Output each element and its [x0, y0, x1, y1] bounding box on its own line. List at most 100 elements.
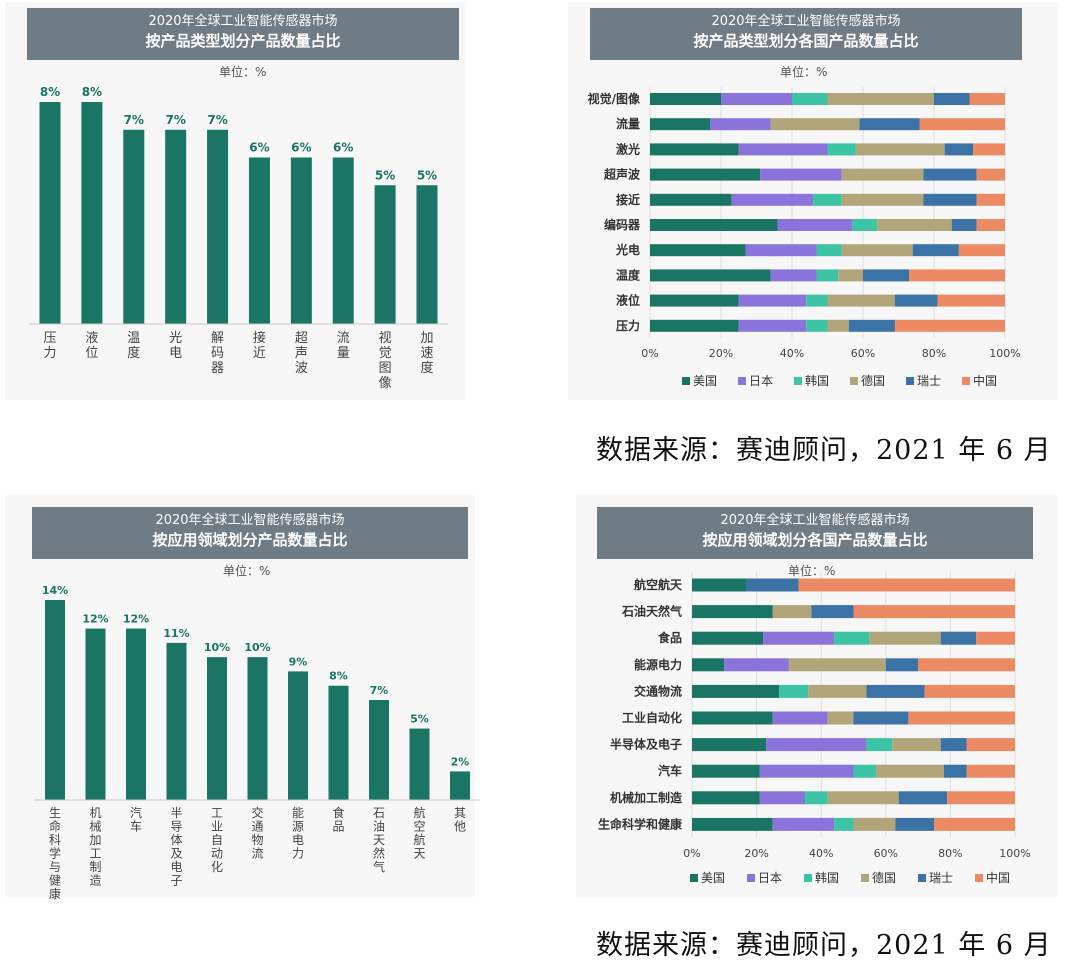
- category-label: 接近: [253, 330, 266, 361]
- bar-segment: [650, 143, 739, 156]
- bar-segment: [940, 738, 967, 752]
- chart-subtitle: 按产品类型划分各国产品数量占比: [693, 32, 919, 50]
- category-label: 交通物流: [251, 805, 263, 861]
- bar-segment: [766, 738, 867, 752]
- bar-segment: [724, 658, 789, 672]
- bar-segment: [852, 219, 878, 231]
- category-label: 航空航天: [634, 577, 683, 592]
- category-label: 机械加工制造: [89, 806, 101, 888]
- bar: [126, 628, 146, 800]
- bar-segment: [943, 764, 967, 778]
- category-label: 交通物流: [634, 683, 682, 698]
- bar: [248, 157, 270, 324]
- data-label: 8%: [329, 670, 348, 683]
- bar: [369, 700, 389, 800]
- bar: [123, 129, 145, 324]
- bar-segment: [650, 118, 711, 131]
- bar-segment: [650, 294, 739, 307]
- legend-label: 瑞士: [929, 871, 953, 885]
- chart-title: 2020年全球工业智能传感器市场: [155, 513, 345, 528]
- bar: [45, 600, 65, 800]
- data-label: 11%: [163, 627, 189, 640]
- chart-title-box: 2020年全球工业智能传感器市场 按应用领域划分产品数量占比: [32, 507, 468, 559]
- chart-panel-product-type: 2020年全球工业智能传感器市场 按产品类型划分产品数量占比 单位：% 8% 压力…: [5, 2, 465, 400]
- data-label: 6%: [291, 141, 311, 155]
- bar-segment: [811, 605, 854, 619]
- data-label: 12%: [123, 613, 149, 626]
- bar-segment: [841, 193, 924, 206]
- bar-segment: [924, 684, 1015, 698]
- category-label: 生命科学与健康: [49, 806, 61, 901]
- bar-segment: [770, 118, 860, 131]
- bar: [328, 685, 349, 800]
- bar: [288, 671, 308, 800]
- bar-segment: [779, 684, 809, 698]
- bar-segment: [692, 711, 773, 725]
- bar-segment: [759, 791, 806, 805]
- bar-segment: [827, 791, 899, 805]
- legend-swatch: [794, 377, 802, 385]
- x-tick-label: 40%: [780, 347, 804, 360]
- bar: [166, 642, 187, 800]
- bar-segment: [976, 168, 1005, 181]
- bar-segment: [958, 244, 1005, 257]
- bar-segment: [947, 791, 1015, 805]
- bar-segment: [808, 684, 867, 698]
- bar-segment: [806, 319, 828, 332]
- bar-segment: [692, 764, 760, 778]
- bar-segment: [792, 93, 828, 105]
- category-label: 解码器: [211, 331, 224, 376]
- bar-segment: [650, 269, 771, 282]
- category-label: 工业自动化: [622, 710, 682, 725]
- legend-label: 美国: [701, 871, 725, 885]
- x-tick-label: 0%: [641, 347, 658, 360]
- category-label: 接近: [616, 192, 640, 207]
- bar-segment: [951, 219, 977, 231]
- category-label: 汽车: [658, 763, 682, 778]
- bar-segment: [944, 143, 974, 156]
- bar-segment: [866, 738, 893, 752]
- category-label: 液位: [85, 331, 98, 361]
- legend-swatch: [918, 874, 926, 882]
- data-label: 14%: [42, 584, 68, 597]
- legend-swatch: [747, 874, 755, 882]
- unit-label: 单位：%: [223, 564, 271, 578]
- bar: [290, 157, 312, 324]
- bar-segment: [876, 764, 944, 778]
- bar-segment: [805, 791, 828, 805]
- category-label: 超声波: [603, 167, 641, 182]
- bar-segment: [692, 791, 760, 805]
- chart-panel-application-country: 2020年全球工业智能传感器市场 按应用领域划分各国产品数量占比 单位：% 0%…: [576, 495, 1058, 897]
- stacked-bar-chart-product-type: 0% 20% 40% 60% 80% 100% 视觉/图像流量激光超声波接近编码器光电温度液…: [588, 87, 1021, 388]
- chart-subtitle: 按应用领域划分各国产品数量占比: [702, 531, 928, 549]
- bar-segment: [772, 605, 812, 619]
- bar-segment: [816, 269, 839, 282]
- bar-segment: [853, 817, 896, 831]
- category-label: 食品: [657, 630, 682, 645]
- bar-segment: [813, 193, 842, 206]
- bar-segment: [827, 294, 895, 307]
- category-label: 编码器: [603, 217, 641, 232]
- category-label: 液位: [616, 293, 640, 308]
- bar-segment: [692, 605, 773, 619]
- x-tick-label: 20%: [709, 347, 733, 360]
- bar-segment: [650, 219, 778, 231]
- bar: [207, 657, 227, 800]
- bar-segment: [908, 711, 1015, 725]
- bar-segment: [894, 294, 938, 307]
- category-label: 生命科学和健康: [598, 816, 683, 831]
- bar-segment: [745, 244, 817, 257]
- data-label: 7%: [207, 113, 227, 127]
- data-source-note: 数据来源：赛迪顾问，2021 年 6 月: [596, 435, 1052, 466]
- bar-segment: [692, 578, 747, 592]
- data-label: 7%: [124, 113, 144, 127]
- data-label: 6%: [333, 141, 353, 155]
- legend-label: 德国: [872, 870, 896, 885]
- bar-segment: [898, 791, 948, 805]
- chart-title-box: 2020年全球工业智能传感器市场 按应用领域划分各国产品数量占比: [597, 507, 1033, 559]
- bar-segment: [834, 817, 854, 831]
- bar-segment: [853, 605, 1015, 619]
- bar-segment: [692, 631, 764, 645]
- x-tick-label: 100%: [989, 347, 1020, 360]
- legend-swatch: [962, 377, 970, 385]
